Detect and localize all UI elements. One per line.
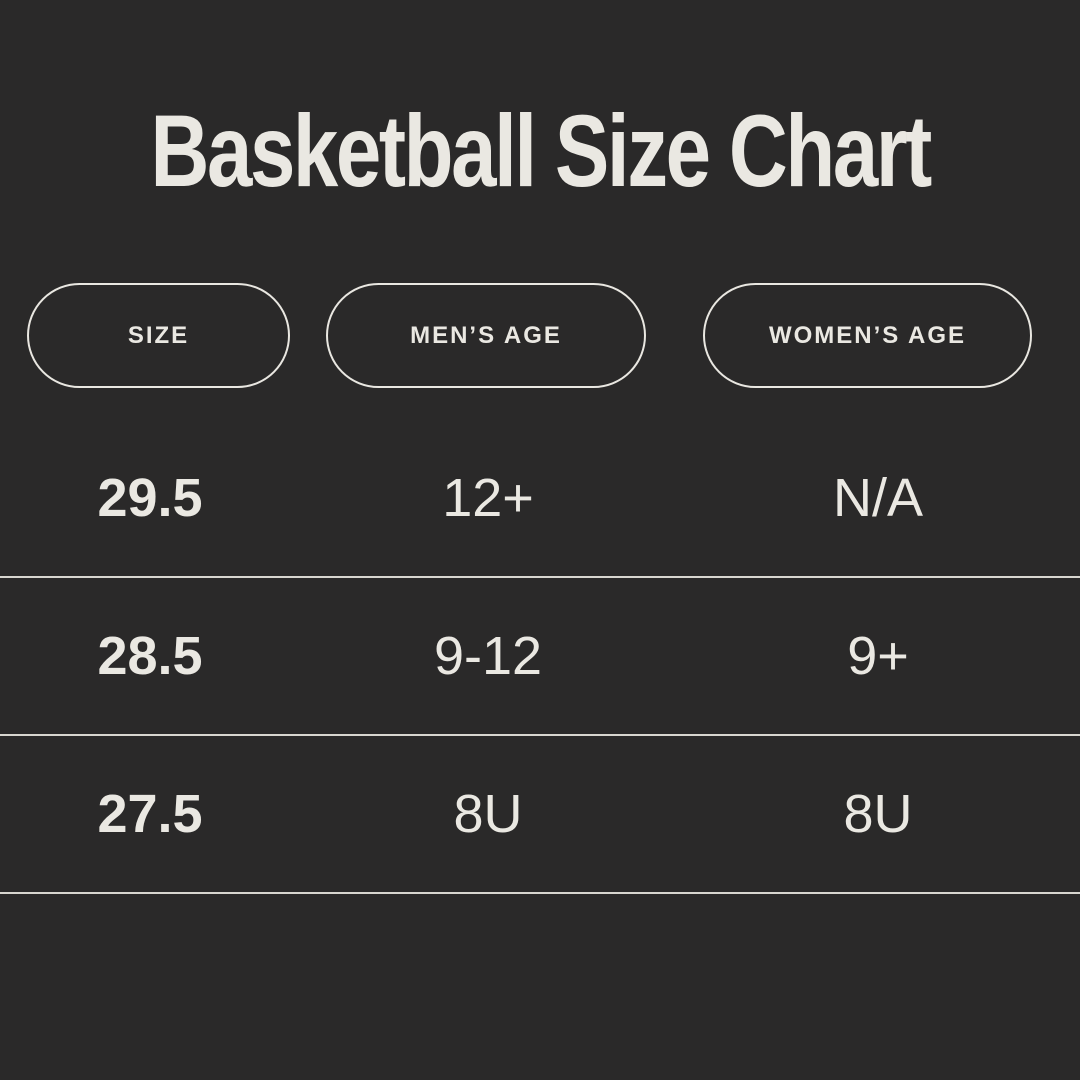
cell-womens-age: 8U	[843, 784, 913, 844]
header-label-mens-age: MEN’S AGE	[410, 321, 562, 349]
size-table: 29.5 12+ N/A 28.5 9-12 9+ 27.5 8U 8U	[0, 420, 1080, 894]
cell-womens-age: N/A	[832, 468, 924, 528]
table-row-27-5: 27.5 8U 8U	[0, 736, 1080, 894]
table-row-29-5: 29.5 12+ N/A	[0, 420, 1080, 578]
header-pill-womens-age: WOMEN’S AGE	[703, 283, 1032, 388]
cell-size: 29.5	[97, 468, 203, 528]
cell-mens-age: 8U	[453, 784, 523, 844]
cell-mens-age: 12+	[442, 468, 534, 528]
header-label-womens-age: WOMEN’S AGE	[768, 321, 967, 349]
cell-size: 27.5	[97, 784, 203, 844]
table-header-row: SIZE MEN’S AGE WOMEN’S AGE	[0, 283, 1080, 388]
header-pill-size: SIZE	[27, 283, 290, 388]
cell-womens-age: 9+	[847, 626, 909, 686]
page-title-text: Basketball Size Chart	[150, 94, 932, 208]
cell-mens-age: 9-12	[433, 626, 543, 686]
page-title: Basketball Size Chart	[0, 100, 1080, 202]
cell-size: 28.5	[97, 626, 203, 686]
header-label-size: SIZE	[127, 321, 190, 349]
header-pill-mens-age: MEN’S AGE	[326, 283, 646, 388]
table-row-28-5: 28.5 9-12 9+	[0, 578, 1080, 736]
